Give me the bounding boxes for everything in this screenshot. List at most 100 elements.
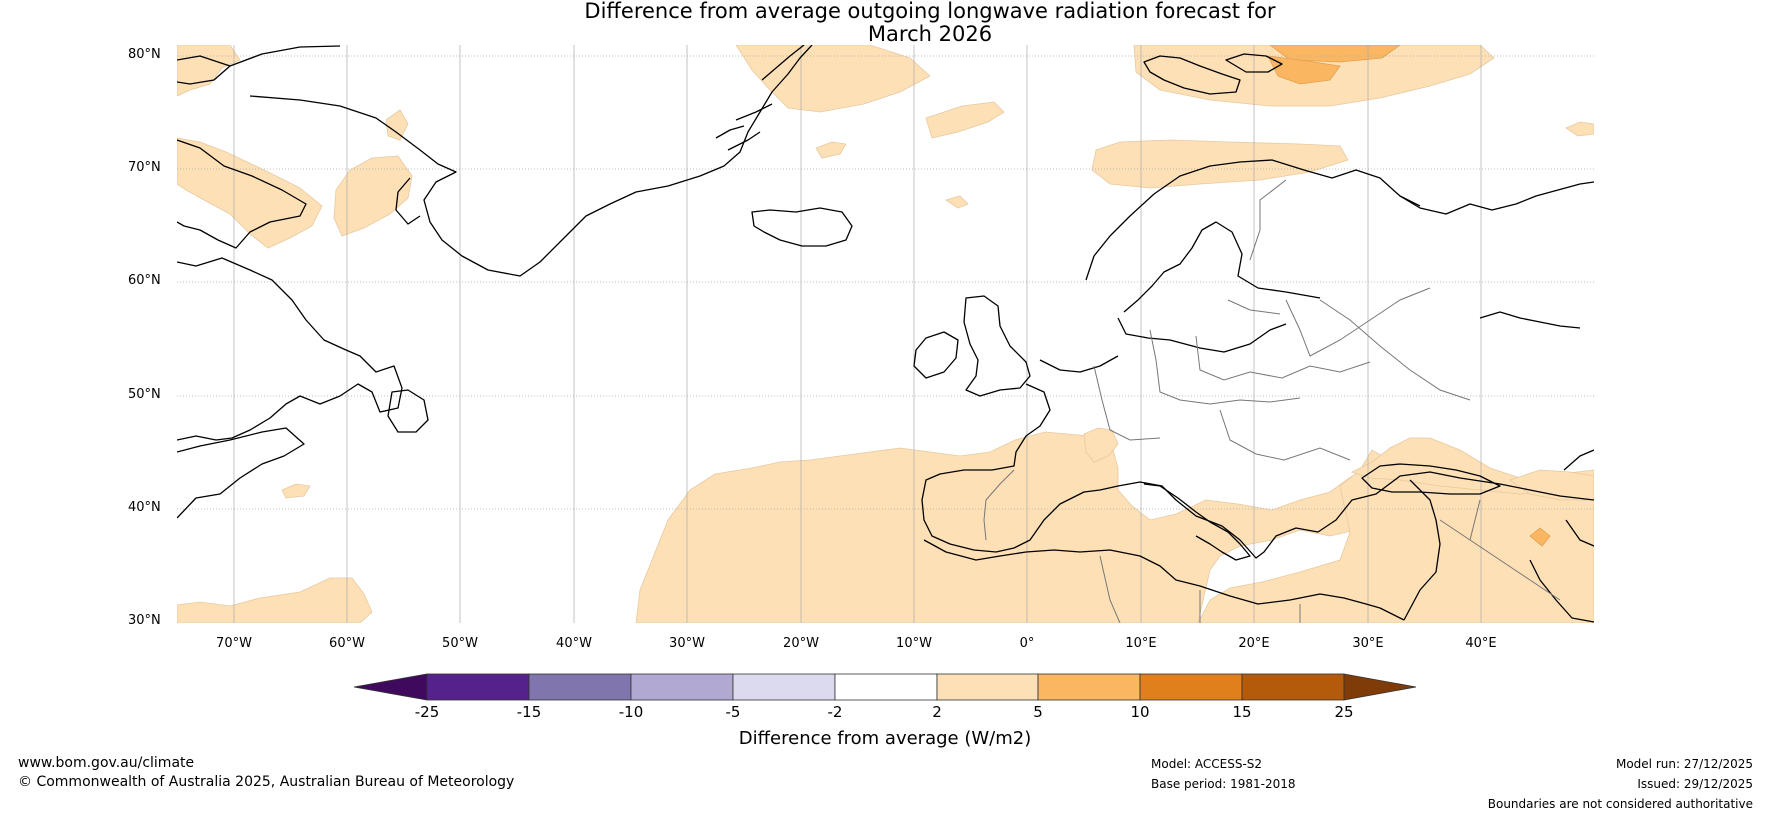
colorbar-tick-label: 10 (1130, 703, 1150, 721)
border-europe-5 (1285, 287, 1431, 357)
colorbar-tick-label: -15 (516, 703, 542, 721)
coastline-east-med (1403, 479, 1441, 621)
lat-label-60n: 60°N (128, 273, 161, 288)
lon-label-20w: 20°W (783, 636, 819, 651)
coastline-greenland-islands (395, 103, 773, 225)
coastline-arabia (1529, 559, 1594, 623)
borders (983, 179, 1561, 623)
anomaly-region-atlantic-sw (177, 577, 373, 623)
anomaly-region-norwegian-sea (1091, 139, 1349, 189)
anomaly-region-svalbard-core (1269, 45, 1401, 63)
colorbar-segment-5 (834, 673, 938, 701)
colorbar-tick-label: -10 (618, 703, 644, 721)
colorbar-segment-9 (1241, 673, 1345, 701)
border-europe-2 (1149, 329, 1301, 405)
lon-label-30e: 30°E (1352, 636, 1384, 651)
anomaly-shading (177, 45, 1594, 623)
coastline-caspian (1563, 449, 1594, 547)
colorbar-segment-1 (426, 673, 530, 701)
lat-label-70n: 70°N (128, 160, 161, 175)
anomaly-region-biscay (1083, 427, 1119, 463)
lon-label-10e: 10°E (1125, 636, 1157, 651)
lon-label-0: 0° (1019, 636, 1035, 651)
lat-label-40n: 40°N (128, 500, 161, 515)
coastline-greenland (229, 45, 813, 277)
footer-website-link[interactable]: www.bom.gov.au/climate (18, 755, 195, 771)
lat-label-30n: 30°N (128, 613, 161, 628)
coastline-labrador (177, 257, 403, 441)
lat-label-80n: 80°N (128, 47, 161, 62)
border-russia (1319, 299, 1471, 401)
coastline-black-sea (1361, 463, 1501, 495)
lon-label-10w: 10°W (896, 636, 932, 651)
map-area (177, 45, 1594, 623)
anomaly-region-davis-strait (333, 155, 413, 237)
coastline-svalbard-east (1225, 53, 1283, 73)
footer-model-run: Model run: 27/12/2025 (1615, 757, 1753, 771)
colorbar-segment-min-arrow (353, 673, 428, 701)
colorbar-segment-3 (630, 673, 734, 701)
colorbar (353, 673, 1417, 701)
coastline-great-britain (963, 295, 1031, 397)
footer-disclaimer: Boundaries are not considered authoritat… (1487, 797, 1753, 811)
colorbar-segment-7 (1037, 673, 1141, 701)
coastline-west-europe (921, 355, 1594, 559)
anomaly-region-north-africa (635, 431, 1377, 623)
lon-label-70w: 70°W (216, 636, 252, 651)
coastline-ireland (913, 331, 959, 379)
anomaly-region-jan-mayen (925, 101, 1005, 139)
footer-copyright: © Commonwealth of Australia 2025, Austra… (18, 774, 515, 790)
anomaly-region-greenland-west (385, 109, 409, 141)
anomaly-region-greenland-sea (735, 45, 931, 113)
footer-issued: Issued: 29/12/2025 (1637, 777, 1753, 791)
colorbar-tick-label: -2 (827, 703, 843, 721)
anomaly-region-syria-core (1529, 527, 1551, 547)
coastline-sweden-finland (1123, 221, 1321, 313)
border-iberia (983, 469, 1015, 541)
colorbar-tick-label: -5 (725, 703, 741, 721)
border-europe-1 (1093, 365, 1161, 441)
coastline-arctic-russia (1399, 181, 1594, 329)
colorbar-tick-label: -25 (414, 703, 440, 721)
colorbar-tick-label: 5 (1033, 703, 1043, 721)
border-europe-4 (1219, 409, 1351, 461)
border-europe-7 (1227, 299, 1281, 315)
anomaly-region-east-barents (1565, 121, 1594, 137)
colorbar-segment-8 (1139, 673, 1243, 701)
title-line-1: Difference from average outgoing longwav… (584, 0, 1276, 23)
title-line-2: March 2026 (867, 22, 993, 46)
footer-base-period: Base period: 1981-2018 (1151, 777, 1296, 791)
colorbar-segment-4 (732, 673, 836, 701)
coastline-denmark-baltic (1117, 317, 1287, 353)
colorbar-tick-label: 15 (1232, 703, 1252, 721)
colorbar-tick-label: 2 (932, 703, 942, 721)
coastline-baffin (177, 55, 307, 249)
lon-label-60w: 60°W (329, 636, 365, 651)
coastline-italy (1143, 483, 1251, 561)
lon-label-40e: 40°E (1465, 636, 1497, 651)
coastlines (177, 45, 1594, 623)
anomaly-region-svalbard-core-2 (1267, 55, 1341, 85)
coastline-nova-scotia (177, 427, 305, 519)
border-north-africa (1099, 555, 1301, 623)
colorbar-tick-label: 25 (1334, 703, 1354, 721)
colorbar-segment-6 (936, 673, 1039, 701)
anomaly-region-faroe (945, 195, 969, 209)
anomaly-region-labrador-north (177, 137, 323, 249)
anomaly-region-caucasus (1509, 469, 1594, 501)
lon-label-20e: 20°E (1238, 636, 1270, 651)
border-europe-3 (1195, 335, 1371, 381)
colorbar-segment-max-arrow (1343, 673, 1417, 701)
coastline-newfoundland (387, 389, 429, 433)
border-middle-east (1439, 499, 1561, 601)
anomaly-region-atlantic-small-1 (281, 483, 311, 499)
chart-title: Difference from average outgoing longwav… (0, 0, 1770, 46)
border-europe-6 (1249, 179, 1287, 261)
lon-label-50w: 50°W (442, 636, 478, 651)
coastline-svalbard (1143, 55, 1241, 95)
coastline-iceland (751, 207, 853, 247)
anomaly-region-iceland-north (815, 141, 847, 159)
colorbar-segment-2 (528, 673, 632, 701)
lat-label-50n: 50°N (128, 387, 161, 402)
